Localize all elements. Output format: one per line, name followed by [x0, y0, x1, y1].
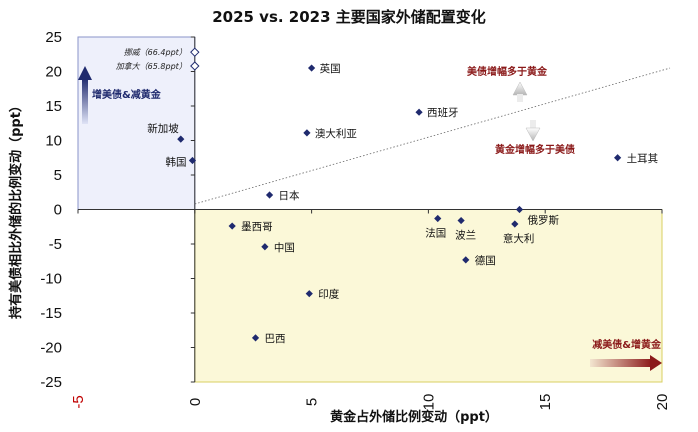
data-point-label: 澳大利亚 — [315, 127, 357, 140]
x-tick-label: 0 — [187, 398, 204, 406]
below-line-annotation: 黄金增幅多于美债 — [495, 143, 575, 156]
y-tick-label: 15 — [45, 98, 62, 115]
data-point-label: 俄罗斯 — [528, 214, 560, 227]
up-arrow-shaft — [82, 78, 88, 124]
chart-title: 2025 vs. 2023 主要国家外储配置变化 — [212, 8, 486, 26]
data-point-marker — [177, 135, 185, 143]
offscale-points: 挪威（66.4ppt） 加拿大（65.8ppt） — [116, 47, 200, 71]
y-tick-label: -20 — [40, 340, 62, 357]
y-axis-label: 持有美债相比外储的比例变动（ppt） — [8, 99, 24, 319]
data-point-label: 新加坡 — [147, 122, 179, 135]
data-point-marker — [251, 334, 260, 342]
y-tick-label: -25 — [40, 374, 62, 391]
x-axis-label: 黄金占外储比例变动（ppt） — [330, 409, 498, 425]
data-point-marker — [614, 154, 622, 162]
y-tick-label: 0 — [54, 202, 62, 219]
up-grey-arrow — [512, 81, 528, 96]
lower-right-quadrant — [194, 209, 663, 382]
data-point-marker — [228, 222, 236, 230]
data-point-marker — [265, 191, 274, 199]
diagonal-reference-line — [194, 67, 671, 205]
data-point-marker — [511, 220, 519, 228]
lower-right-annotation: 减美债&增黄金 — [592, 338, 662, 351]
data-point-label: 韩国 — [165, 156, 186, 169]
upper-left-quadrant — [78, 37, 195, 210]
data-point-label: 西班牙 — [427, 107, 459, 119]
data-point-label: 英国 — [320, 62, 341, 75]
right-arrow-head — [650, 355, 662, 371]
above-line-annotation: 美债增幅多于黄金 — [467, 65, 548, 78]
y-tick-label: 10 — [45, 133, 62, 150]
data-point-marker — [434, 214, 442, 223]
y-tick-label: 20 — [45, 64, 62, 81]
y-tick-label: 25 — [45, 29, 62, 46]
data-point-marker — [261, 243, 269, 251]
data-point-label: 土耳其 — [627, 152, 659, 165]
tick-labels: 25 20 15 10 5 0 -5 -10 -15 -20 -25 -5 0 5 10 15 20 — [40, 29, 671, 410]
data-point-marker — [457, 216, 465, 225]
y-tick-label: -15 — [40, 305, 62, 322]
data-point-label: 印度 — [318, 288, 339, 301]
y-tick-label: -5 — [49, 236, 62, 253]
down-grey-arrow — [525, 127, 541, 142]
x-tick-label: 15 — [537, 394, 554, 411]
offscale-point-marker — [190, 47, 200, 57]
axes — [77, 36, 663, 383]
x-tick-label: -5 — [70, 395, 87, 408]
up-grey-arrow-shaft — [517, 94, 523, 102]
y-tick-label: -10 — [40, 271, 62, 288]
offscale-point-label: 挪威（66.4ppt） — [124, 48, 187, 57]
data-point-marker — [308, 64, 316, 72]
data-point-label: 墨西哥 — [241, 221, 273, 233]
offscale-point-marker — [190, 61, 200, 71]
data-point-marker — [188, 156, 197, 165]
data-point-label: 意大利 — [503, 232, 535, 245]
data-point-marker — [515, 205, 524, 214]
x-tick-label: 20 — [654, 394, 671, 411]
data-point-label: 波兰 — [455, 229, 476, 242]
data-point-label: 日本 — [279, 189, 300, 202]
right-arrow-shaft — [590, 359, 652, 367]
up-arrow-head — [78, 66, 92, 80]
data-point-marker — [303, 129, 311, 137]
data-point-marker — [462, 256, 470, 264]
x-tick-label: 10 — [420, 394, 437, 411]
x-tick-label: 5 — [304, 398, 321, 406]
data-point-label: 巴西 — [265, 333, 286, 345]
data-point-label: 法国 — [425, 226, 446, 239]
down-grey-arrow-shaft — [530, 120, 536, 129]
data-point-label: 中国 — [274, 241, 295, 254]
data-point-marker — [415, 108, 423, 116]
upper-left-annotation: 增美债&减黄金 — [92, 88, 162, 101]
y-tick-label: 5 — [54, 167, 62, 184]
data-point-label: 德国 — [475, 254, 496, 267]
data-point-marker — [305, 290, 313, 298]
offscale-point-label: 加拿大（65.8ppt） — [116, 62, 187, 71]
